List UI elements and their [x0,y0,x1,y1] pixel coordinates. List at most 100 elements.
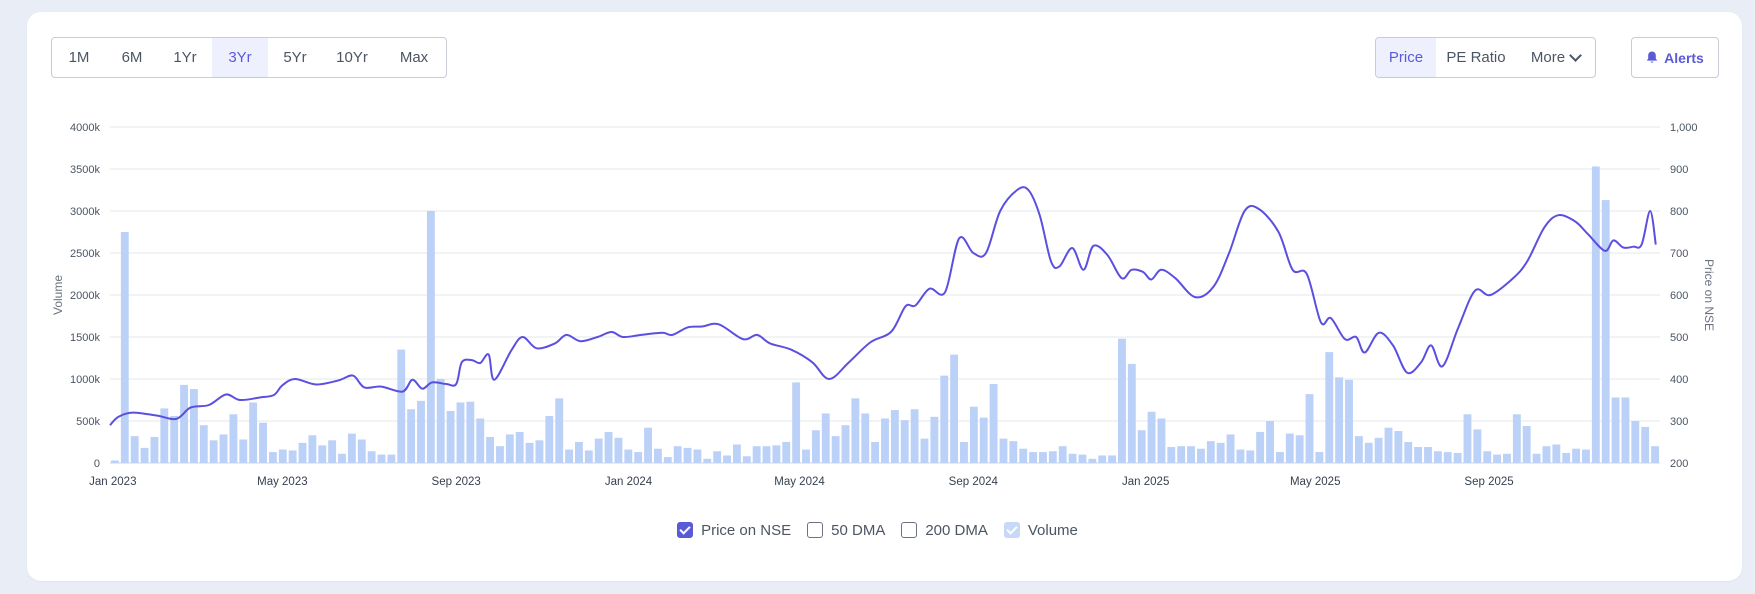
volume-bar [1631,421,1640,463]
volume-bar [772,445,781,463]
volume-bar [180,384,188,463]
volume-bar [1285,433,1294,463]
x-tick-label: Sep 2024 [949,476,999,488]
volume-bar [1394,431,1403,463]
volume-bar [1157,418,1166,463]
volume-bar [1562,452,1571,463]
volume-bars [111,166,1659,464]
volume-bar [742,456,751,463]
volume-bar [1453,452,1462,463]
range-button-1m[interactable]: 1M [68,49,90,66]
alerts-label: Alerts [1664,49,1704,66]
volume-bar [604,431,613,463]
volume-bar [1315,452,1324,463]
range-button-10yr[interactable]: 10Yr [336,49,368,66]
volume-bar [387,454,396,463]
range-button-3yr[interactable]: 3Yr [212,38,268,77]
volume-bar [881,418,889,463]
legend-item-dma50[interactable]: 50 DMA [807,522,885,539]
volume-bar [525,442,534,463]
volume-bar [1552,444,1561,463]
y-left-tick-label: 0 [94,458,100,470]
alerts-button[interactable]: Alerts [1631,37,1719,78]
legend-label-price: Price on NSE [701,521,792,539]
volume-bar [1305,394,1314,463]
volume-bar [1009,441,1018,463]
volume-bar [1532,453,1541,463]
volume-bar [1473,429,1482,463]
legend-checkbox-volume[interactable] [1003,522,1020,538]
pe-ratio-button[interactable]: PE Ratio [1446,49,1506,66]
range-button-max[interactable]: Max [399,49,429,66]
volume-bar [436,379,445,463]
volume-bar [1325,352,1334,463]
volume-bar [377,454,386,463]
legend-checkbox-price[interactable] [677,522,694,538]
volume-bar [249,402,258,463]
volume-bar [762,446,771,463]
volume-bar [920,438,929,463]
volume-bar [278,449,287,463]
x-tick-label: May 2025 [1290,476,1341,488]
volume-bar [999,438,1008,463]
volume-bar [890,410,899,463]
range-button-1yr[interactable]: 1Yr [173,49,197,66]
volume-bar [821,413,830,463]
range-button-6m[interactable]: 6M [121,49,143,66]
legend-label-dma50: 50 DMA [831,521,886,539]
legend-checkbox-dma200[interactable] [901,522,918,538]
y-left-tick-label: 1000k [70,374,100,386]
more-dropdown-button[interactable]: More [1516,38,1595,77]
volume-bar [426,211,435,463]
volume-bar [871,442,880,463]
volume-bar [496,446,504,463]
volume-bar [1048,451,1057,463]
volume-bar [1098,455,1107,463]
volume-bar [347,433,356,463]
volume-bar [328,440,337,463]
volume-bar [1147,411,1156,463]
volume-bar [545,415,554,463]
volume-bar [1226,434,1235,463]
volume-bar [189,389,198,463]
volume-bar [713,451,722,463]
range-button-5yr[interactable]: 5Yr [283,49,307,66]
x-tick-label: Jan 2023 [89,476,136,488]
y-left-tick-label: 3500k [70,164,100,176]
metric-selector: Price PE Ratio More [1375,37,1596,78]
volume-bar [782,442,791,463]
x-tick-label: Sep 2023 [432,476,481,488]
legend-item-price[interactable]: Price on NSE [677,522,791,539]
legend-item-volume[interactable]: Volume [1003,522,1078,539]
legend-item-dma200[interactable]: 200 DMA [901,522,988,539]
volume-bar [683,447,692,463]
volume-bar [555,398,564,463]
y-left-tick-label: 3000k [70,206,100,218]
volume-bar [130,436,139,463]
volume-bar [111,460,119,463]
y-left-tick-label: 2500k [70,248,100,260]
volume-bar [1196,448,1205,463]
volume-bar [1295,435,1304,463]
volume-bar [308,435,317,463]
time-range-selector: 1M 6M 1Yr 3Yr 5Yr 10Yr Max [51,37,447,78]
chart-card [27,12,1742,581]
chart-legend: Price on NSE 50 DMA 200 DMA Volume [0,518,1755,542]
volume-bar [575,442,583,463]
volume-bar [802,449,810,463]
volume-bar [663,457,672,463]
price-button[interactable]: Price [1376,38,1436,77]
legend-checkbox-dma50[interactable] [807,522,824,538]
volume-bar [1019,448,1028,463]
volume-bar [150,436,159,463]
y-right-tick-label: 400 [1670,374,1688,386]
volume-bar [1236,449,1245,463]
volume-bar [910,409,919,463]
volume-bar [466,401,475,463]
volume-bar [1335,377,1344,463]
volume-bar [1374,437,1383,463]
volume-bar [693,449,702,463]
volume-bar [1058,446,1067,463]
volume-bar [989,384,998,463]
